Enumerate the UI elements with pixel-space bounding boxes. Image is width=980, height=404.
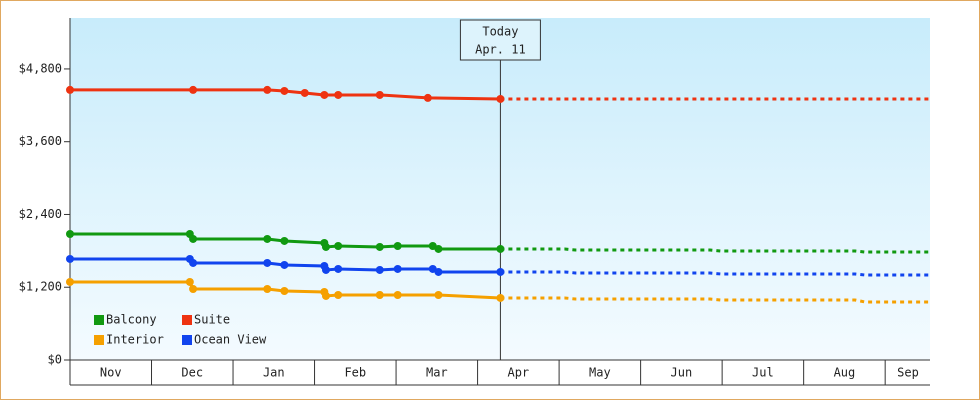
legend-label: Interior [106,333,164,347]
price-point [375,90,384,99]
x-tick-label: Aug [834,366,856,380]
price-point [263,284,272,293]
y-tick-label: $2,400 [19,207,62,221]
price-point [66,229,74,238]
price-point [375,290,384,299]
price-point [185,277,194,286]
y-tick-label: $1,200 [19,280,62,294]
y-tick-label: $0 [48,353,62,367]
legend-label: Suite [194,313,230,327]
price-point [496,267,505,276]
price-point [423,93,432,102]
price-point [280,236,289,245]
legend-label: Balcony [106,313,157,327]
price-point [334,242,343,250]
price-point [321,242,330,251]
price-point [320,90,329,99]
price-point [280,260,289,269]
today-box [459,19,541,61]
projected-line [500,247,930,254]
legend-swatch [182,335,192,345]
price-point [280,86,289,95]
legend-swatch [94,315,104,325]
price-point [393,264,402,273]
x-tick-label: Jul [752,366,774,380]
price-point [263,258,272,267]
price-point [375,265,384,274]
price-point [496,293,505,302]
today-label: Today [482,25,518,39]
x-tick-label: May [589,366,611,380]
price-point [189,234,198,243]
price-point [375,242,384,251]
price-point [334,264,343,273]
y-tick-label: $4,800 [19,61,62,75]
price-point [434,244,443,253]
projected-line [500,270,930,277]
x-tick-label: Mar [426,366,448,380]
price-point [280,286,289,295]
x-tick-label: Jun [671,366,693,380]
price-point [189,85,198,94]
price-point [189,258,198,267]
price-point [300,88,309,97]
price-point [321,265,330,274]
price-point [434,267,443,276]
price-point [393,290,402,299]
price-point [189,284,198,293]
x-tick-label: Apr [507,366,529,380]
price-point [263,85,272,94]
price-point [393,242,402,250]
price-point [496,244,505,253]
legend-swatch [182,315,192,325]
price-point [334,90,343,99]
price-point [66,277,74,286]
price-point [66,254,74,263]
legend-label: Ocean View [194,333,267,347]
x-tick-label: Sep [897,366,919,380]
price-point [434,290,443,299]
x-tick-label: Nov [100,366,122,380]
x-tick-label: Jan [263,366,285,380]
price-point [321,291,330,300]
price-line [70,88,501,101]
today-label: Apr. 11 [475,43,526,57]
y-tick-label: $3,600 [19,134,62,148]
price-point [496,94,505,103]
price-point [263,234,272,243]
projected-line [500,296,930,304]
price-point [66,85,74,94]
x-tick-label: Feb [344,366,366,380]
x-tick-label: Dec [181,366,203,380]
price-point [334,290,343,299]
legend-swatch [94,335,104,345]
